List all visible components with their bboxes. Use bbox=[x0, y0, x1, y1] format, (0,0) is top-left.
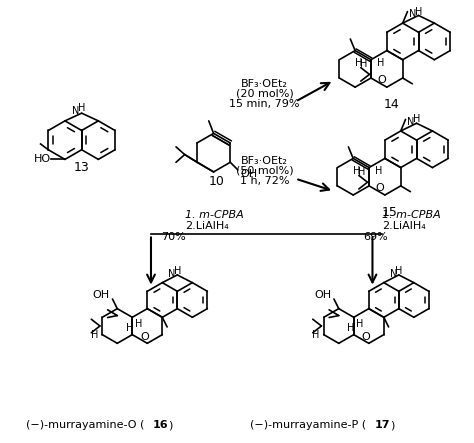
Text: H: H bbox=[356, 58, 363, 68]
Text: H: H bbox=[356, 319, 364, 329]
Text: H: H bbox=[413, 114, 420, 124]
Text: N: N bbox=[409, 9, 417, 19]
Text: 15: 15 bbox=[382, 206, 398, 219]
Text: (−)-murrayamine-O (: (−)-murrayamine-O ( bbox=[26, 420, 144, 430]
Text: H: H bbox=[312, 330, 319, 340]
Text: N: N bbox=[390, 269, 397, 279]
Text: H: H bbox=[78, 103, 85, 113]
Text: ): ) bbox=[168, 420, 173, 430]
Text: H: H bbox=[126, 323, 133, 333]
Text: OH: OH bbox=[92, 290, 109, 300]
Text: ): ) bbox=[390, 420, 394, 430]
Text: H: H bbox=[358, 167, 365, 177]
Text: (−)-murrayamine-P (: (−)-murrayamine-P ( bbox=[250, 420, 366, 430]
Text: 17: 17 bbox=[374, 420, 390, 430]
Text: 16: 16 bbox=[153, 420, 168, 430]
Text: 10: 10 bbox=[209, 175, 224, 188]
Text: O: O bbox=[378, 75, 386, 85]
Text: BF₃·OEt₂: BF₃·OEt₂ bbox=[241, 79, 288, 89]
Text: H: H bbox=[135, 319, 142, 329]
Text: H: H bbox=[377, 58, 385, 68]
Text: H: H bbox=[360, 59, 367, 69]
Text: BF₃·OEt₂: BF₃·OEt₂ bbox=[241, 156, 288, 166]
Text: 1. m-CPBA: 1. m-CPBA bbox=[382, 210, 441, 220]
Text: O: O bbox=[376, 183, 384, 193]
Text: N: N bbox=[73, 106, 80, 116]
Text: H: H bbox=[354, 166, 361, 176]
Text: H: H bbox=[347, 323, 355, 333]
Text: H: H bbox=[91, 330, 98, 340]
Text: H: H bbox=[395, 266, 402, 276]
Text: 2.LiAlH₄: 2.LiAlH₄ bbox=[185, 221, 228, 231]
Text: (50 mol%): (50 mol%) bbox=[236, 166, 293, 176]
Text: OH: OH bbox=[314, 290, 331, 300]
Text: 69%: 69% bbox=[363, 233, 388, 242]
Text: HO: HO bbox=[33, 155, 51, 164]
Text: 70%: 70% bbox=[161, 233, 185, 242]
Text: 1 h, 72%: 1 h, 72% bbox=[240, 175, 289, 186]
Text: H: H bbox=[173, 266, 181, 276]
Text: (20 mol%): (20 mol%) bbox=[236, 89, 293, 99]
Text: N: N bbox=[407, 117, 415, 127]
Text: 14: 14 bbox=[384, 98, 400, 111]
Text: O: O bbox=[140, 332, 149, 342]
Text: 13: 13 bbox=[74, 161, 90, 174]
Text: O: O bbox=[362, 332, 370, 342]
Text: 1. m-CPBA: 1. m-CPBA bbox=[185, 210, 244, 220]
Text: N: N bbox=[168, 269, 175, 279]
Text: H: H bbox=[415, 7, 422, 16]
Text: H: H bbox=[375, 166, 383, 176]
Text: OH: OH bbox=[240, 169, 257, 179]
Text: 15 min, 79%: 15 min, 79% bbox=[229, 98, 300, 109]
Text: 2.LiAlH₄: 2.LiAlH₄ bbox=[382, 221, 426, 231]
